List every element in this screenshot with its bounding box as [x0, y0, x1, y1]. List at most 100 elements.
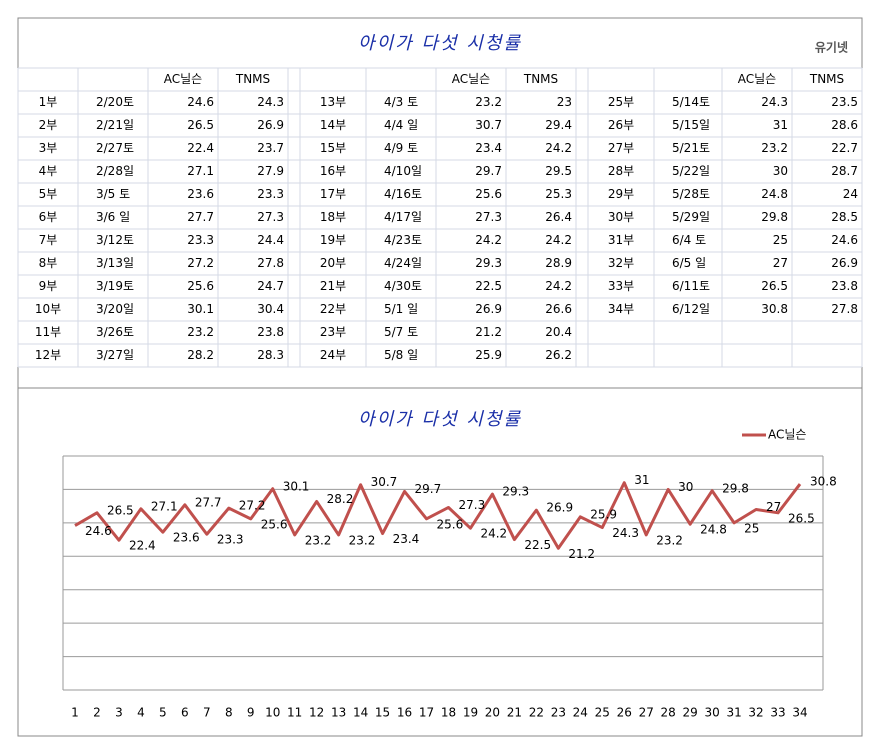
- cell-value: 29.7: [475, 164, 502, 178]
- cell-label: 3/12토: [96, 233, 134, 247]
- x-tick-label: 8: [225, 706, 233, 720]
- x-tick-label: 26: [617, 706, 632, 720]
- cell-value: 28.6: [831, 118, 858, 132]
- x-tick-label: 27: [639, 706, 654, 720]
- x-tick-label: 14: [353, 706, 368, 720]
- x-tick-label: 15: [375, 706, 390, 720]
- cell-value: 23.3: [257, 187, 284, 201]
- cell-value: 23.2: [187, 325, 214, 339]
- data-label: 29.8: [722, 481, 749, 495]
- cell-value: 29.5: [545, 164, 572, 178]
- cell-label: 4/4 일: [384, 118, 418, 132]
- cell-value: 24.3: [761, 95, 788, 109]
- data-label: 25.6: [261, 517, 288, 531]
- cell-label: 12부: [35, 348, 61, 362]
- cell-value: 26.4: [545, 210, 572, 224]
- cell-value: 27.3: [257, 210, 284, 224]
- column-header: TNMS: [523, 72, 558, 86]
- cell-value: 23.8: [257, 325, 284, 339]
- cell-label: 3부: [39, 141, 58, 155]
- data-label: 31: [634, 473, 649, 487]
- x-tick-label: 20: [485, 706, 500, 720]
- cell-label: 29부: [608, 187, 634, 201]
- cell-value: 30.8: [761, 302, 788, 316]
- cell-value: 22.4: [187, 141, 214, 155]
- data-label: 30.8: [810, 475, 837, 489]
- x-tick-label: 9: [247, 706, 255, 720]
- x-tick-label: 17: [419, 706, 434, 720]
- chart-frame: [17, 387, 863, 737]
- x-tick-label: 22: [529, 706, 544, 720]
- cell-value: 27.8: [831, 302, 858, 316]
- cell-label: 4/10일: [384, 164, 422, 178]
- cell-label: 5/28토: [672, 187, 710, 201]
- cell-label: 4/17일: [384, 210, 422, 224]
- cell-value: 27.3: [475, 210, 502, 224]
- cell-value: 31: [773, 118, 788, 132]
- cell-value: 28.3: [257, 348, 284, 362]
- cell-label: 3/20일: [96, 302, 134, 316]
- cell-label: 16부: [320, 164, 346, 178]
- cell-label: 4/3 토: [384, 95, 418, 109]
- x-tick-label: 11: [287, 706, 302, 720]
- cell-value: 29.8: [761, 210, 788, 224]
- x-tick-label: 13: [331, 706, 346, 720]
- cell-value: 27: [773, 256, 788, 270]
- cell-label: 6/12일: [672, 302, 710, 316]
- cell-label: 26부: [608, 118, 634, 132]
- cell-label: 33부: [608, 279, 634, 293]
- cell-label: 2/28일: [96, 164, 134, 178]
- data-label: 30: [678, 480, 693, 494]
- x-tick-label: 3: [115, 706, 123, 720]
- cell-label: 5/29일: [672, 210, 710, 224]
- data-label: 27.1: [151, 499, 178, 513]
- data-label: 23.4: [393, 532, 420, 546]
- cell-value: 28.2: [187, 348, 214, 362]
- cell-value: 30: [773, 164, 788, 178]
- x-tick-label: 29: [683, 706, 698, 720]
- cell-label: 6부: [39, 210, 58, 224]
- cell-label: 2/21일: [96, 118, 134, 132]
- cell-value: 27.2: [187, 256, 214, 270]
- cell-value: 21.2: [475, 325, 502, 339]
- data-label: 23.2: [656, 533, 683, 547]
- cell-value: 24.3: [257, 95, 284, 109]
- x-tick-label: 23: [551, 706, 566, 720]
- cell-label: 23부: [320, 325, 346, 339]
- data-label: 24.3: [612, 526, 639, 540]
- data-label: 29.7: [415, 482, 442, 496]
- x-tick-label: 32: [748, 706, 763, 720]
- cell-label: 32부: [608, 256, 634, 270]
- cell-value: 20.4: [545, 325, 572, 339]
- cell-value: 24: [843, 187, 858, 201]
- cell-value: 28.9: [545, 256, 572, 270]
- cell-label: 5/21토: [672, 141, 710, 155]
- cell-label: 5/14토: [672, 95, 710, 109]
- cell-label: 28부: [608, 164, 634, 178]
- cell-label: 18부: [320, 210, 346, 224]
- cell-label: 3/26토: [96, 325, 134, 339]
- x-tick-label: 12: [309, 706, 324, 720]
- data-label: 27.3: [458, 498, 485, 512]
- data-label: 25.6: [437, 517, 464, 531]
- cell-label: 3/13일: [96, 256, 134, 270]
- cell-value: 23.2: [475, 95, 502, 109]
- cell-label: 9부: [39, 279, 58, 293]
- cell-label: 4/30토: [384, 279, 422, 293]
- data-label: 21.2: [568, 547, 595, 561]
- x-tick-label: 21: [507, 706, 522, 720]
- chart-title: 아이가 다섯 시청률: [358, 409, 522, 430]
- cell-label: 2부: [39, 118, 58, 132]
- data-label: 22.4: [129, 539, 156, 553]
- cell-label: 2/27토: [96, 141, 134, 155]
- data-label: 25.9: [590, 507, 617, 521]
- cell-value: 30.7: [475, 118, 502, 132]
- cell-label: 30부: [608, 210, 634, 224]
- cell-label: 8부: [39, 256, 58, 270]
- cell-label: 4/16토: [384, 187, 422, 201]
- data-label: 27.7: [195, 495, 222, 509]
- cell-value: 24.2: [475, 233, 502, 247]
- cell-label: 3/27일: [96, 348, 134, 362]
- cell-label: 4/9 토: [384, 141, 418, 155]
- cell-value: 25.9: [475, 348, 502, 362]
